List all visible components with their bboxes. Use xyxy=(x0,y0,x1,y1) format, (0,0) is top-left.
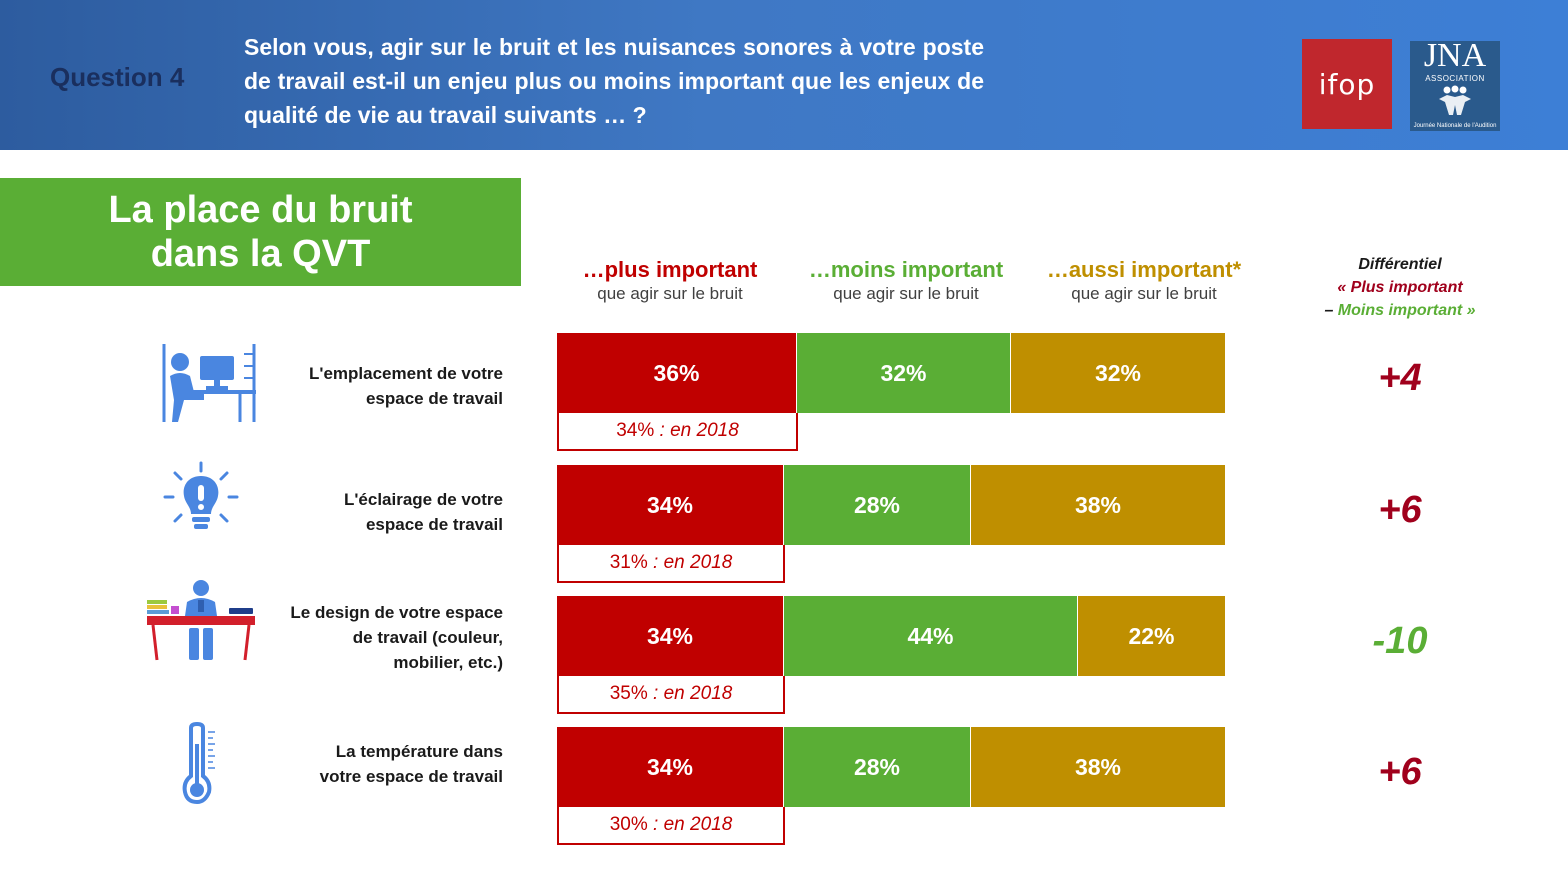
differential-header-moins: Moins important » xyxy=(1337,302,1476,319)
question-label: Question 4 xyxy=(50,62,185,92)
question-text: Selon vous, agir sur le bruit et les nui… xyxy=(244,34,984,128)
row-label-line: votre espace de travail xyxy=(319,767,503,786)
row-label-line: La température dans xyxy=(335,742,503,761)
previous-2018-box: 35% : en 2018 xyxy=(557,676,785,714)
column-header-plus-main: …plus important xyxy=(582,257,758,282)
row-label-line: mobilier, etc.) xyxy=(393,653,503,672)
previous-2018-box: 34% : en 2018 xyxy=(557,413,798,451)
header-banner: Question 4 Selon vous, agir sur le bruit… xyxy=(0,0,1568,150)
differential-header-title: Différentiel xyxy=(1358,256,1442,273)
segment-moins-bar: 32% xyxy=(797,333,1010,413)
differential-value: +6 xyxy=(1378,751,1422,793)
segment-aussi-label: 38% xyxy=(1074,753,1122,780)
column-header-plus: …plus important que agir sur le bruit xyxy=(545,257,795,305)
previous-2018-box: 31% : en 2018 xyxy=(557,545,785,583)
segment-aussi-label: 32% xyxy=(1094,359,1142,386)
jna-logo-sub: ASSOCIATION xyxy=(1425,74,1485,83)
column-header-plus-sub: que agir sur le bruit xyxy=(597,284,743,303)
segment-aussi-label: 22% xyxy=(1128,622,1175,649)
previous-2018-value: 34% xyxy=(616,420,655,441)
segment-moins-label: 44% xyxy=(907,622,954,649)
ifop-logo: ifop xyxy=(1302,39,1392,129)
office-desk-icon xyxy=(147,580,255,661)
segment-plus-bar: 34% xyxy=(557,465,783,545)
segment-plus-bar: 34% xyxy=(557,596,783,676)
segment-aussi-bar: 38% xyxy=(971,465,1225,545)
segment-aussi-bar: 38% xyxy=(971,727,1225,807)
segment-plus-label: 34% xyxy=(646,491,694,518)
segment-aussi-bar: 22% xyxy=(1078,596,1225,676)
segment-moins-label: 32% xyxy=(880,359,927,386)
desk-worker-icon xyxy=(162,344,256,422)
segment-plus-bar: 36% xyxy=(557,333,796,413)
row-label-line: Le design de votre espace xyxy=(290,603,503,622)
row-label-line: de travail (couleur, xyxy=(352,628,503,647)
row-label-emplacement: L'emplacement de votre espace de travail xyxy=(250,361,503,411)
row-label-line: L'éclairage de votre xyxy=(343,490,503,509)
previous-2018-suffix: : en 2018 xyxy=(647,683,733,704)
differential-header-plus: « Plus important xyxy=(1337,279,1463,296)
row-label-eclairage: L'éclairage de votre espace de travail xyxy=(250,487,503,537)
previous-2018-value: 31% xyxy=(609,552,648,573)
previous-2018-box: 30% : en 2018 xyxy=(557,807,785,845)
section-title-line1: La place du bruit xyxy=(108,189,413,231)
segment-aussi-bar: 32% xyxy=(1011,333,1225,413)
row-label-line: espace de travail xyxy=(365,515,503,534)
column-header-moins-main: …moins important xyxy=(808,257,1004,282)
segment-moins-bar: 28% xyxy=(784,465,970,545)
previous-2018-suffix: : en 2018 xyxy=(654,420,739,441)
column-header-aussi-sub: que agir sur le bruit xyxy=(1071,284,1217,303)
thermometer-icon xyxy=(182,722,215,804)
section-title-box: La place du bruit dans la QVT xyxy=(0,178,521,286)
people-icon xyxy=(1439,85,1471,115)
row-label-design: Le design de votre espace de travail (co… xyxy=(250,600,503,675)
previous-2018-suffix: : en 2018 xyxy=(647,814,733,835)
differential-value: +6 xyxy=(1378,489,1422,531)
row-label-line: L'emplacement de votre xyxy=(309,364,503,383)
segment-moins-label: 28% xyxy=(853,753,901,780)
column-header-aussi: …aussi important* que agir sur le bruit xyxy=(1019,257,1269,305)
previous-2018-suffix: : en 2018 xyxy=(647,552,733,573)
lightbulb-icon xyxy=(163,461,239,529)
ifop-logo-text: ifop xyxy=(1318,67,1376,101)
row-label-temperature: La température dans votre espace de trav… xyxy=(250,739,503,789)
segment-plus-label: 34% xyxy=(646,622,694,649)
segment-moins-bar: 44% xyxy=(784,596,1077,676)
segment-plus-bar: 34% xyxy=(557,727,783,807)
jna-logo: JNA ASSOCIATION Journée Nationale de l'A… xyxy=(1410,37,1500,131)
segment-plus-label: 36% xyxy=(653,359,700,386)
row-label-line: espace de travail xyxy=(365,389,503,408)
column-header-moins: …moins important que agir sur le bruit xyxy=(781,257,1031,305)
column-header-moins-sub: que agir sur le bruit xyxy=(833,284,979,303)
differential-header: Différentiel « Plus important – Moins im… xyxy=(1300,253,1500,322)
previous-2018-value: 35% xyxy=(609,683,648,704)
previous-2018-value: 30% xyxy=(609,814,648,835)
differential-value: +4 xyxy=(1378,357,1422,399)
jna-logo-foot: Journée Nationale de l'Audition xyxy=(1413,123,1497,129)
segment-aussi-label: 38% xyxy=(1074,491,1122,518)
jna-logo-text: JNA xyxy=(1423,37,1487,74)
differential-value: -10 xyxy=(1372,620,1428,662)
differential-header-dash: – xyxy=(1324,302,1338,319)
column-header-aussi-main: …aussi important* xyxy=(1046,257,1242,282)
segment-moins-label: 28% xyxy=(853,491,901,518)
segment-plus-label: 34% xyxy=(646,753,694,780)
section-title-line2: dans la QVT xyxy=(150,233,371,275)
segment-moins-bar: 28% xyxy=(784,727,970,807)
